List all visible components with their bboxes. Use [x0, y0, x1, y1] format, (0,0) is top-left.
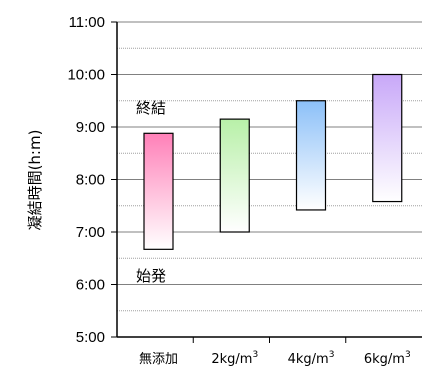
y-axis-label: 凝結時間(h:m) [26, 130, 44, 231]
annotation-start: 始発 [136, 267, 166, 285]
y-tick-labels: 5:00 6:00 7:00 8:00 9:00 10:00 11:00 [67, 14, 105, 346]
bar-4 [372, 73, 403, 203]
y-tick-label: 6:00 [76, 277, 105, 294]
axes [111, 21, 422, 343]
bar-1 [143, 132, 174, 250]
x-tick-label: 2kg/m3 [211, 350, 258, 367]
bars [143, 73, 403, 250]
bar-2 [219, 118, 250, 233]
y-tick-label: 10:00 [67, 67, 105, 84]
y-tick-label: 7:00 [76, 224, 105, 241]
x-tick-label: 4kg/m3 [288, 350, 335, 367]
y-tick-label: 5:00 [76, 329, 105, 346]
x-tick-label: 無添加 [139, 352, 178, 367]
x-tick-label: 6kg/m3 [364, 350, 411, 367]
annotation-end: 終結 [136, 99, 166, 117]
y-tick-label: 9:00 [76, 119, 105, 136]
y-tick-label: 8:00 [76, 172, 105, 189]
category-labels: 無添加 2kg/m3 4kg/m3 6kg/m3 [139, 350, 411, 367]
y-tick-label: 11:00 [69, 14, 105, 31]
bar-3 [295, 100, 327, 211]
